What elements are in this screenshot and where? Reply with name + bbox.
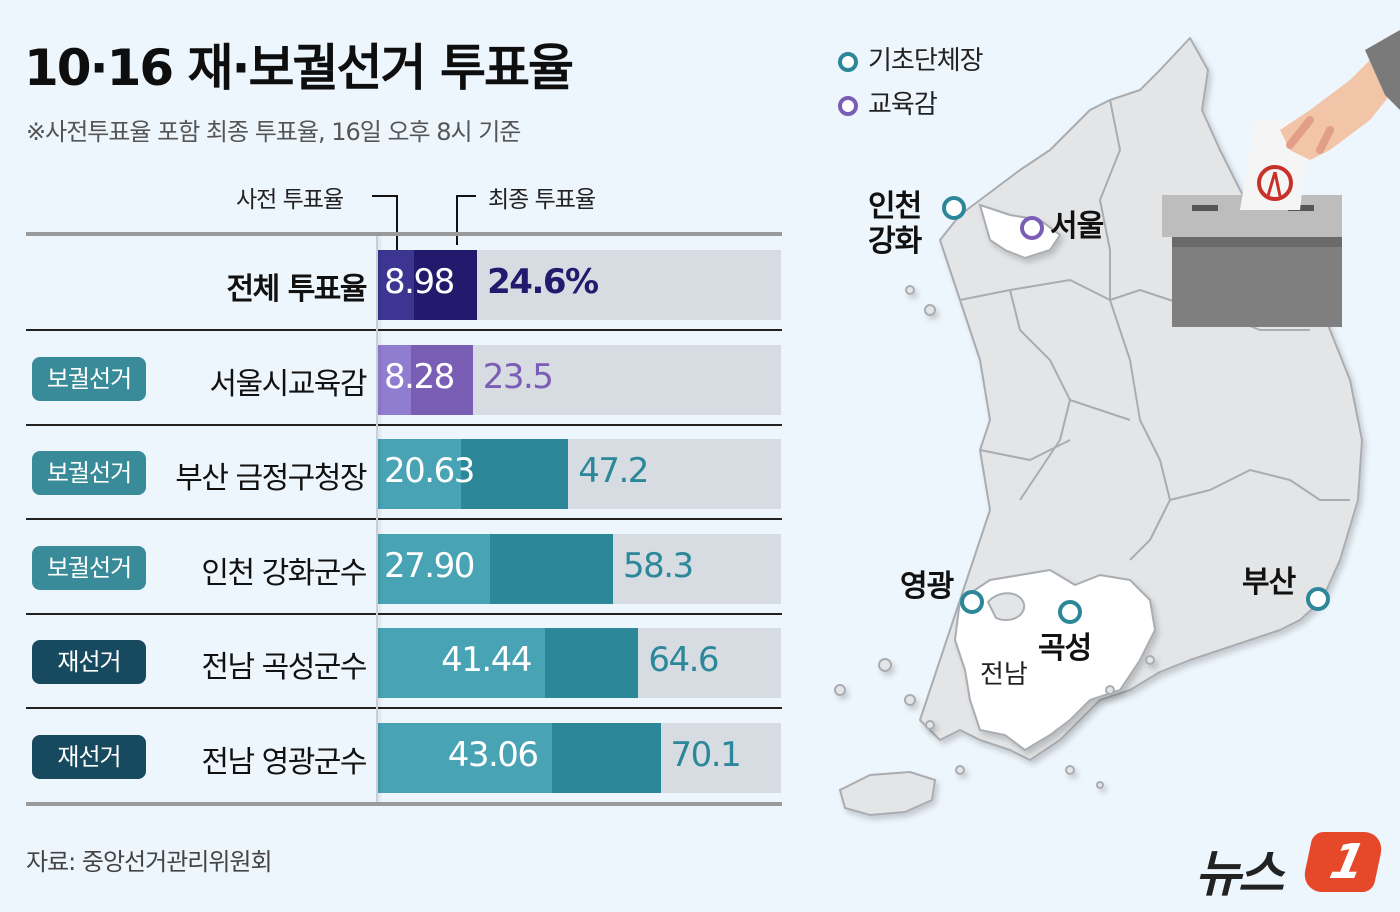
pre-turnout-value: 20.63 — [384, 451, 475, 492]
pre-turnout-value: 8.98 — [384, 262, 455, 302]
chart-top-rule — [26, 232, 782, 236]
purple-ring-icon — [838, 95, 858, 116]
news1-logo: 뉴스 1 — [1195, 832, 1386, 903]
city-label-gokseong: 곡성 — [1038, 631, 1092, 666]
bar-track: 8.98 24.6% — [378, 250, 781, 320]
final-turnout-value: 58.3 — [622, 545, 694, 586]
map-legend-local-label: 기초단체장 — [868, 46, 984, 76]
bar-track: 8.28 23.5 — [378, 344, 781, 415]
bar-track: 43.06 70.1 — [378, 723, 781, 793]
row-separator — [26, 423, 782, 426]
seoul-marker-icon — [1020, 216, 1044, 240]
final-turnout-value: 24.6% — [487, 262, 599, 302]
region-label-jeonnam: 전남 — [980, 660, 1028, 690]
chart-row: 보궐선거 서울시교육감 8.28 23.5 — [26, 331, 782, 426]
row-label: 전남 영광군수 — [201, 745, 367, 780]
row-label: 서울시교육감 — [209, 366, 367, 402]
source-note: 자료: 중앙선거관리위원회 — [26, 848, 273, 876]
chart-bottom-rule — [26, 802, 782, 806]
row-separator — [26, 612, 782, 615]
bar-track: 41.44 64.6 — [378, 628, 781, 699]
final-turnout-value: 47.2 — [578, 451, 649, 492]
leader-line-pre — [372, 195, 398, 255]
pre-turnout-bar — [378, 723, 552, 793]
final-turnout-value: 70.1 — [670, 735, 742, 775]
page-title: 10·16 재·보궐선거 투표율 — [24, 39, 574, 97]
pre-turnout-bar — [378, 250, 415, 320]
election-type-badge: 재선거 — [32, 735, 146, 779]
pre-turnout-bar — [378, 439, 462, 510]
ballot-box-illustration — [1162, 30, 1400, 327]
chart-axis — [376, 236, 378, 802]
city-incheon-text: 인천 — [868, 189, 922, 224]
city-label-incheon-ganghwa: 인천 강화 — [868, 189, 922, 259]
chart-row: 재선거 전남 영광군수 43.06 70.1 — [26, 709, 782, 804]
pre-turnout-bar — [378, 628, 545, 699]
logo-mark-text: 1 — [1325, 834, 1371, 890]
row-label: 부산 금정구청장 — [175, 461, 367, 497]
busan-marker-icon — [1306, 587, 1330, 611]
chart-row: 재선거 전남 곡성군수 41.44 64.6 — [26, 614, 782, 710]
election-type-badge: 재선거 — [32, 640, 146, 685]
page-subtitle: ※사전투표율 포함 최종 투표율, 16일 오후 8시 기준 — [26, 118, 521, 146]
city-label-seoul: 서울 — [1050, 209, 1104, 244]
logo-text: 뉴스 — [1195, 845, 1284, 903]
pre-turnout-value: 27.90 — [384, 545, 475, 586]
leader-line-final — [456, 195, 476, 245]
chart-row: 보궐선거 인천 강화군수 27.90 58.3 — [26, 520, 782, 615]
teal-ring-icon — [838, 51, 858, 72]
row-label: 전남 곡성군수 — [201, 650, 367, 686]
final-turnout-value: 64.6 — [648, 640, 719, 681]
map-legend-local-head: 기초단체장 — [838, 40, 984, 77]
election-type-badge: 보궐선거 — [32, 545, 146, 590]
bar-track: 27.90 58.3 — [378, 533, 781, 604]
pre-turnout-value: 43.06 — [447, 735, 539, 775]
pre-turnout-bar — [378, 533, 491, 604]
pre-turnout-value: 41.44 — [441, 640, 532, 681]
gokseong-marker-icon — [1058, 600, 1082, 624]
pre-turnout-bar — [378, 344, 412, 415]
row-separator — [26, 518, 782, 521]
row-label: 인천 강화군수 — [201, 555, 367, 591]
map-legend-education: 교육감 — [838, 84, 938, 121]
yeonggwang-marker-icon — [960, 590, 984, 614]
korea-map: 기초단체장 교육감 인천 강화 서울 영광 곡성 전남 부산 — [810, 0, 1400, 912]
pre-turnout-value: 8.28 — [384, 356, 455, 397]
city-ganghwa-text: 강화 — [868, 223, 922, 259]
chart-row: 전체 투표율 8.98 24.6% — [26, 236, 782, 331]
bar-track: 20.63 47.2 — [378, 439, 781, 510]
map-legend-education-label: 교육감 — [868, 90, 938, 120]
final-turnout-value: 23.5 — [482, 356, 554, 397]
election-type-badge: 보궐선거 — [32, 451, 146, 496]
chart-row: 보궐선거 부산 금정구청장 20.63 47.2 — [26, 425, 782, 521]
row-separator — [26, 329, 782, 331]
row-label: 전체 투표율 — [226, 272, 368, 307]
map-shape — [834, 30, 1400, 817]
ganghwa-marker-icon — [942, 196, 966, 220]
city-label-yeonggwang: 영광 — [900, 569, 954, 604]
logo-mark-icon: 1 — [1300, 832, 1386, 892]
row-separator — [26, 707, 782, 710]
legend-final-label: 최종 투표율 — [488, 187, 596, 213]
legend-pre-label: 사전 투표율 — [236, 187, 344, 213]
election-type-badge: 보궐선거 — [32, 356, 146, 401]
city-label-busan: 부산 — [1242, 565, 1296, 600]
